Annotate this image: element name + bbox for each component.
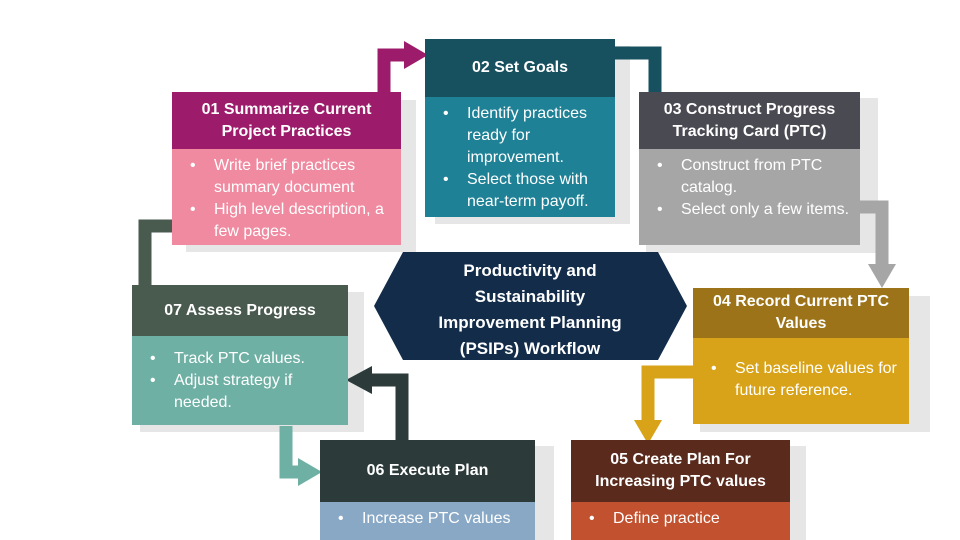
step-03-title: 03 Construct Progress Tracking Card (PTC… bbox=[663, 100, 836, 140]
step-06-title: 06 Execute Plan bbox=[366, 462, 489, 479]
step-06-header: 06 Execute Plan bbox=[320, 440, 535, 502]
arrow-06-to-07 bbox=[346, 366, 409, 440]
step-03-bullet: Select only a few items. bbox=[657, 199, 852, 221]
step-01-title: 01 Summarize Current Project Practices bbox=[201, 100, 372, 140]
center-title-line: Improvement Planning bbox=[438, 313, 622, 332]
center-hexagon bbox=[374, 252, 687, 360]
step-07-header: 07 Assess Progress bbox=[132, 285, 348, 336]
step-02-title: 02 Set Goals bbox=[471, 59, 569, 76]
step-03-bullet: Construct from PTC catalog. bbox=[657, 155, 852, 199]
step-07-bullet: Track PTC values. bbox=[150, 348, 340, 370]
step-01-bullet: Write brief practices summary document bbox=[190, 155, 393, 199]
center-title-line: Sustainability bbox=[474, 287, 586, 306]
step-01-bullet: High level description, a few pages. bbox=[190, 199, 393, 243]
step-02-bullet: Select those with near-term payoff. bbox=[443, 169, 607, 213]
center-title: Productivity and Sustainability Improvem… bbox=[395, 258, 665, 362]
step-04-title: 04 Record Current PTC Values bbox=[712, 293, 890, 332]
step-04-bullet: Set baseline values for future reference… bbox=[711, 358, 901, 402]
step-02-header: 02 Set Goals bbox=[425, 39, 615, 97]
arrow-07-to-06 bbox=[279, 426, 322, 486]
step-01-body: Write brief practices summary document H… bbox=[172, 149, 401, 245]
step-05-header: 05 Create Plan For Increasing PTC values bbox=[571, 440, 790, 502]
step-01-header: 01 Summarize Current Project Practices bbox=[172, 92, 401, 149]
arrow-04-to-05 bbox=[634, 365, 693, 444]
step-04-header: 04 Record Current PTC Values bbox=[693, 288, 909, 338]
step-02-bullet: Identify practices ready for improvement… bbox=[443, 103, 607, 169]
step-04-body: Set baseline values for future reference… bbox=[693, 338, 909, 424]
step-06-body: Increase PTC values bbox=[320, 502, 535, 540]
step-05-title: 05 Create Plan For Increasing PTC values bbox=[595, 451, 766, 490]
step-07-title: 07 Assess Progress bbox=[164, 301, 316, 319]
step-07-bullet: Adjust strategy if needed. bbox=[150, 370, 340, 414]
center-title-line: Productivity and bbox=[463, 261, 597, 280]
step-05-bullet: Define practice bbox=[589, 508, 782, 530]
step-07-body: Track PTC values. Adjust strategy if nee… bbox=[132, 336, 348, 425]
step-05-body: Define practice bbox=[571, 502, 790, 540]
step-03-header: 03 Construct Progress Tracking Card (PTC… bbox=[639, 92, 860, 149]
step-03-body: Construct from PTC catalog. Select only … bbox=[639, 149, 860, 245]
arrow-01-to-02 bbox=[377, 41, 428, 108]
center-title-line: (PSIPs) Workflow bbox=[459, 339, 601, 358]
step-02-body: Identify practices ready for improvement… bbox=[425, 97, 615, 217]
step-06-bullet: Increase PTC values bbox=[338, 508, 527, 530]
